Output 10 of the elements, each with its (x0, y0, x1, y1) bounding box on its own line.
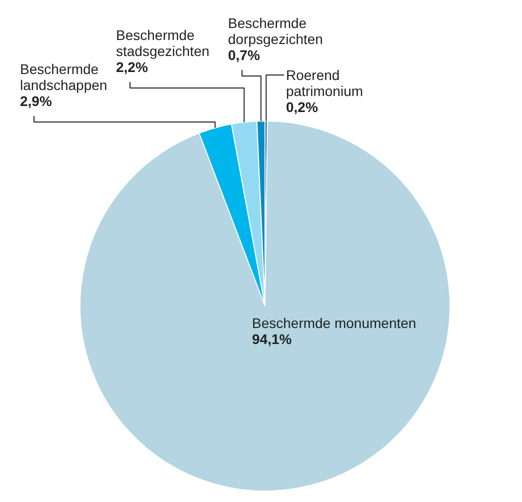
data-label: 2,9% (20, 93, 52, 109)
slice-label: Beschermde landschappen (20, 61, 108, 93)
data-label: 0,7% (228, 47, 260, 63)
slice-label: Roerend patrimonium (286, 67, 364, 99)
data-label: 94,1% (252, 331, 292, 347)
slice-label: Beschermde dorpsgezichten (228, 15, 323, 47)
data-label: 0,2% (286, 99, 318, 115)
slice-label: Beschermde stadsgezichten (116, 27, 210, 59)
slice-label: Beschermde monumenten (252, 315, 416, 331)
data-label: 2,2% (116, 59, 148, 75)
